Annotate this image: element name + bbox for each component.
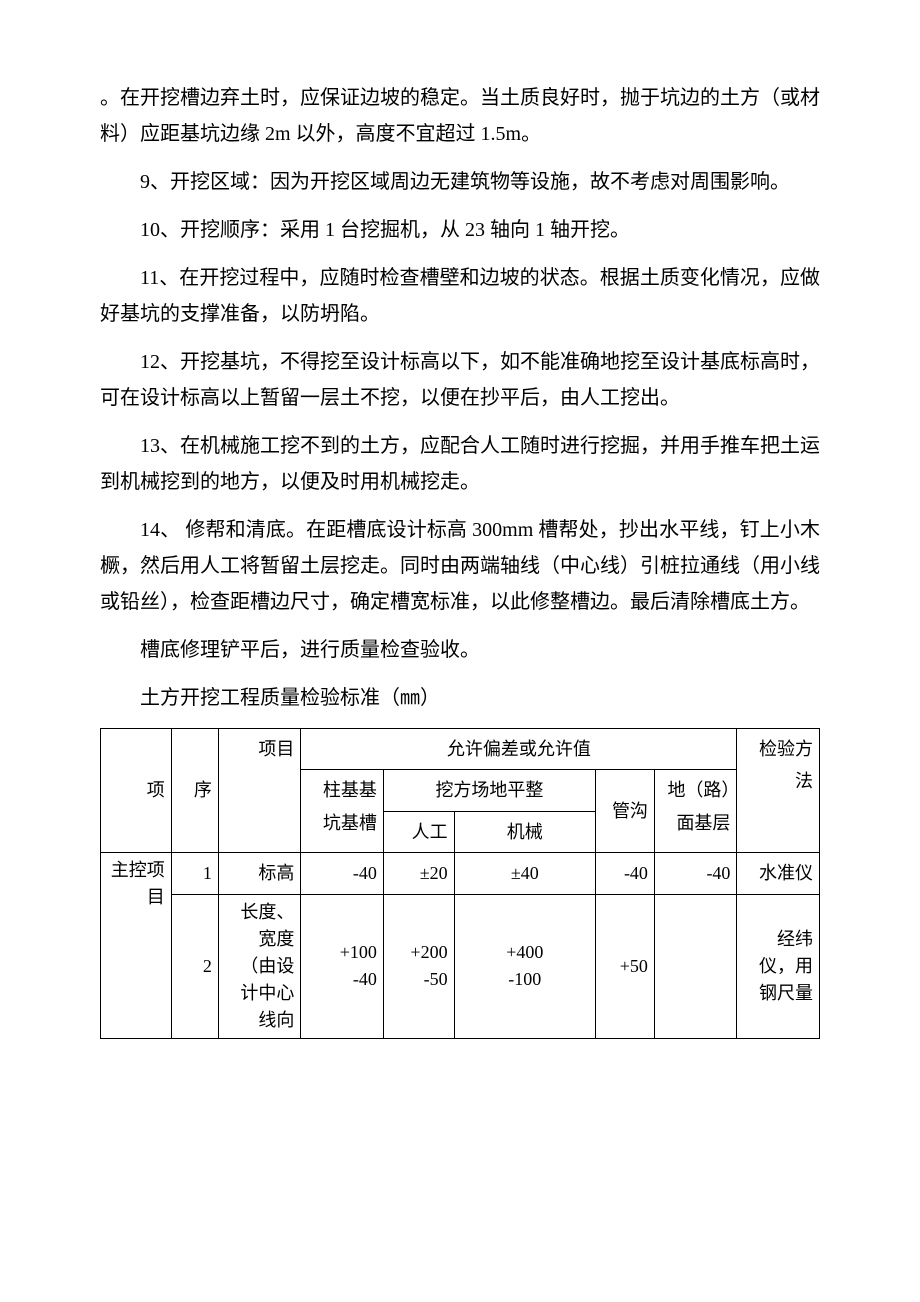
cell-r1-rengong: ±20	[383, 853, 454, 894]
cell-r2-jixie: +400 -100	[454, 894, 595, 1038]
cell-r2-rengong: +200 -50	[383, 894, 454, 1038]
header-xiang: 项	[101, 729, 172, 853]
cell-r1-guangou: -40	[596, 853, 655, 894]
cell-r2-rengong-a: +200	[390, 939, 448, 966]
paragraph-11: 11、在开挖过程中，应随时检查槽壁和边坡的状态。根据土质变化情况，应做好基坑的支…	[100, 260, 820, 332]
paragraph-14: 14、 修帮和清底。在距槽底设计标高 300mm 槽帮处，抄出水平线，钉上小木橛…	[100, 512, 820, 620]
cell-r2-jyf: 经纬仪，用钢尺量	[737, 894, 820, 1038]
cell-r2-rengong-b: -50	[390, 966, 448, 993]
cell-r1-jixie: ±40	[454, 853, 595, 894]
header-rengong: 人工	[383, 811, 454, 852]
table-row-2: 2 长度、宽度（由设计中心线向 +100 -40 +200 -50 +400 -…	[101, 894, 820, 1038]
cell-r1-xm: 标高	[218, 853, 301, 894]
paragraph-12: 12、开挖基坑，不得挖至设计标高以下，如不能准确地挖至设计基底标高时，可在设计标…	[100, 344, 820, 416]
cell-r1-zhuji: -40	[301, 853, 384, 894]
header-wafang: 挖方场地平整	[383, 770, 595, 811]
cell-r2-dimian	[654, 894, 737, 1038]
cell-r2-xm: 长度、宽度（由设计中心线向	[218, 894, 301, 1038]
header-yunxu: 允许偏差或允许值	[301, 729, 737, 770]
table-header-row-1: 项 序 项目 允许偏差或允许值 检验方法	[101, 729, 820, 770]
cell-r2-zhuji-b: -40	[307, 966, 377, 993]
header-dimian: 地（路）面基层	[654, 770, 737, 853]
cell-r1-seq: 1	[171, 853, 218, 894]
paragraph-inspection: 槽底修理铲平后，进行质量检查验收。	[100, 632, 820, 668]
cell-r1-jyf: 水准仪	[737, 853, 820, 894]
cell-r1-dimian: -40	[654, 853, 737, 894]
cell-r2-jixie-b: -100	[461, 966, 589, 993]
cell-r2-seq: 2	[171, 894, 218, 1038]
header-zhuji: 柱基基坑基槽	[301, 770, 384, 853]
header-xiangmu: 项目	[218, 729, 301, 853]
paragraph-9: 9、开挖区域：因为开挖区域周边无建筑物等设施，故不考虑对周围影响。	[100, 164, 820, 200]
paragraph-8-continued: 。在开挖槽边弃土时，应保证边坡的稳定。当土质良好时，抛于坑边的土方（或材料）应距…	[100, 80, 820, 152]
header-jianyanfa: 检验方法	[737, 729, 820, 853]
paragraph-13: 13、在机械施工挖不到的土方，应配合人工随时进行挖掘，并用手推车把土运到机械挖到…	[100, 428, 820, 500]
paragraph-10: 10、开挖顺序：采用 1 台挖掘机，从 23 轴向 1 轴开挖。	[100, 212, 820, 248]
cell-r2-zhuji: +100 -40	[301, 894, 384, 1038]
table-title: 土方开挖工程质量检验标准（㎜）	[100, 680, 820, 716]
header-jixie: 机械	[454, 811, 595, 852]
table-row-1: 主控项目 1 标高 -40 ±20 ±40 -40 -40 水准仪	[101, 853, 820, 894]
header-guangou: 管沟	[596, 770, 655, 853]
cell-r2-jixie-a: +400	[461, 939, 589, 966]
header-xu: 序	[171, 729, 218, 853]
cell-r2-guangou: +50	[596, 894, 655, 1038]
cell-category: 主控项目	[101, 853, 172, 1038]
quality-inspection-table: 项 序 项目 允许偏差或允许值 检验方法 柱基基坑基槽 挖方场地平整 管沟 地（…	[100, 728, 820, 1039]
cell-r2-zhuji-a: +100	[307, 939, 377, 966]
